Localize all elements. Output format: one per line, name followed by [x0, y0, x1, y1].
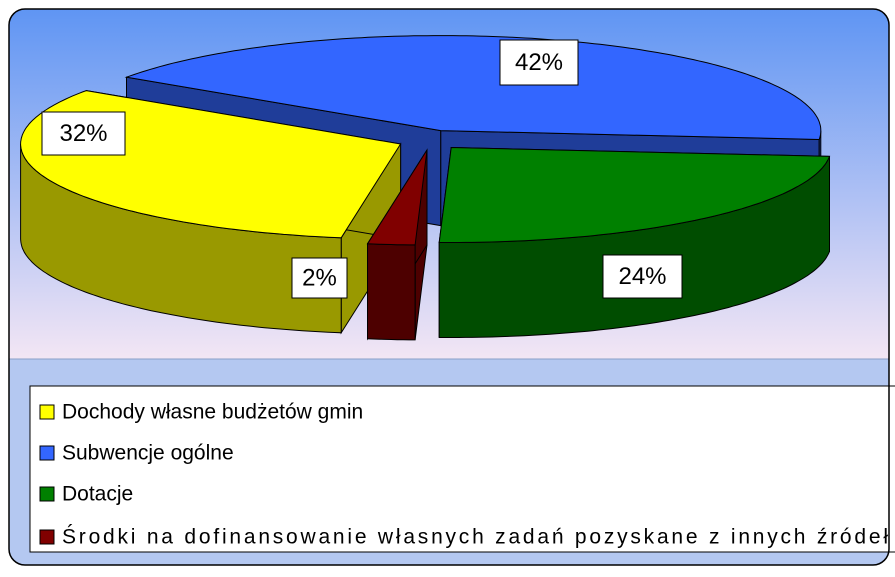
labels: 32% 42% 24% 2% [41, 39, 683, 299]
slice [366, 149, 428, 246]
legend-label: Dotacje [62, 483, 133, 506]
data-label-box [291, 257, 348, 299]
legend-swatch [39, 445, 55, 461]
data-label: 24% [618, 263, 666, 290]
frame [8, 8, 890, 566]
legend-swatch [39, 486, 55, 502]
legend-label: Środki na dofinansowanie własnych zadań … [62, 525, 888, 549]
legend-swatch [39, 529, 55, 545]
data-label: 32% [59, 120, 107, 147]
legend-label: Dochody własne budżetów gmin [62, 401, 363, 424]
legend-swatch [39, 404, 55, 420]
data-label: 42% [515, 49, 563, 76]
data-label-box [41, 111, 126, 156]
slice [438, 146, 831, 243]
data-label: 2% [302, 264, 337, 291]
legend-box [29, 385, 895, 553]
data-label-box [499, 39, 579, 86]
data-label-box [602, 254, 683, 299]
legend-label: Subwencje ogólne [62, 442, 234, 465]
slice-wall [367, 243, 416, 341]
